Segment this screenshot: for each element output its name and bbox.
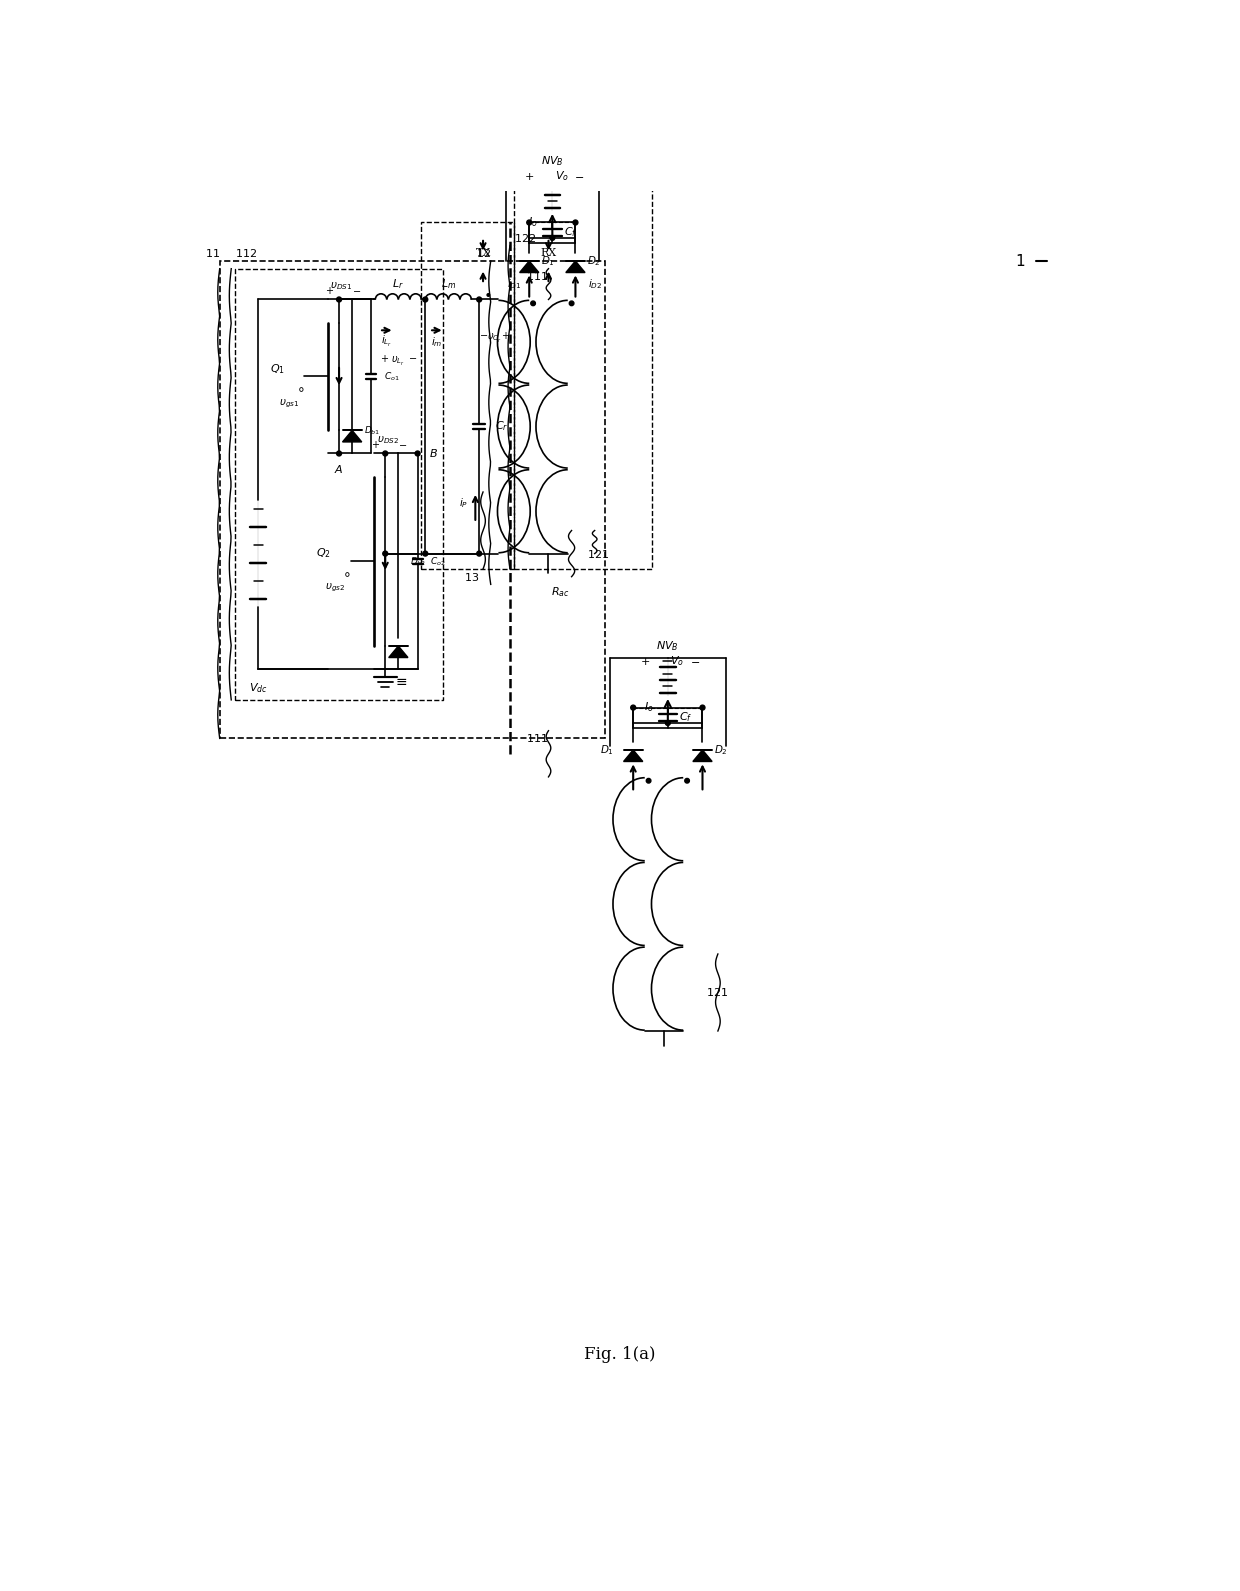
Circle shape [666, 721, 671, 725]
Circle shape [476, 298, 481, 302]
Circle shape [631, 705, 636, 710]
Bar [422, 223, 513, 570]
Circle shape [646, 778, 651, 783]
Text: $\circ$: $\circ$ [296, 380, 305, 395]
Text: $B$: $B$ [429, 447, 438, 460]
Text: $L_r$: $L_r$ [392, 277, 404, 291]
Text: $A$: $A$ [335, 463, 343, 474]
Text: $i_{D2}$: $i_{D2}$ [588, 277, 601, 291]
Text: $\upsilon_{gs2}$: $\upsilon_{gs2}$ [325, 582, 345, 595]
Circle shape [383, 550, 388, 555]
Bar [219, 261, 605, 738]
Text: $I_o$: $I_o$ [644, 700, 653, 714]
Text: $V_o$: $V_o$ [670, 654, 684, 668]
Text: $\equiv$: $\equiv$ [393, 673, 408, 687]
Circle shape [569, 301, 574, 305]
Bar [236, 269, 443, 700]
Polygon shape [388, 646, 408, 657]
Text: $-$: $-$ [398, 439, 408, 449]
Text: $\circ$: $\circ$ [342, 566, 351, 579]
Text: $-$: $-$ [689, 657, 699, 667]
Text: $\upsilon_{DS2}$: $\upsilon_{DS2}$ [377, 434, 398, 445]
Text: $121$: $121$ [587, 547, 609, 560]
Text: $+$: $+$ [372, 439, 381, 450]
Text: $-$: $-$ [352, 286, 361, 294]
Text: TX: TX [475, 248, 491, 258]
Text: $D_1$: $D_1$ [600, 743, 614, 757]
Polygon shape [624, 749, 642, 762]
Text: $D_1$: $D_1$ [541, 255, 554, 267]
Text: $122$: $122$ [513, 232, 536, 243]
Circle shape [423, 550, 428, 555]
Text: $V_o$: $V_o$ [554, 169, 569, 183]
Text: $D_{b2}$: $D_{b2}$ [410, 555, 427, 568]
Text: $D_2$: $D_2$ [714, 743, 728, 757]
Circle shape [423, 298, 428, 302]
Text: $121$: $121$ [707, 986, 728, 999]
Text: $C_{o1}$: $C_{o1}$ [383, 371, 399, 383]
Text: $+\ \upsilon_{L_r}\ -$: $+\ \upsilon_{L_r}\ -$ [379, 355, 417, 368]
Polygon shape [342, 431, 362, 442]
Circle shape [476, 550, 481, 555]
Text: $+$: $+$ [325, 285, 335, 296]
Text: $D_2$: $D_2$ [587, 255, 601, 267]
Circle shape [531, 301, 536, 305]
Text: $12$: $12$ [476, 247, 491, 259]
Text: $11$: $11$ [205, 247, 219, 259]
Polygon shape [520, 261, 539, 272]
Text: $112$: $112$ [236, 247, 257, 259]
Text: $I_o$: $I_o$ [528, 216, 538, 229]
Text: RX: RX [541, 248, 557, 258]
Text: $+$: $+$ [525, 170, 534, 181]
Text: $\upsilon_{DS1}$: $\upsilon_{DS1}$ [330, 280, 352, 291]
Circle shape [684, 778, 689, 783]
Text: $R_{ac}$: $R_{ac}$ [551, 585, 569, 598]
Circle shape [336, 298, 341, 302]
Text: $Q_2$: $Q_2$ [316, 547, 331, 560]
Circle shape [573, 220, 578, 224]
Text: $+$: $+$ [640, 655, 650, 667]
Text: $C_{o2}$: $C_{o2}$ [430, 555, 445, 568]
Text: $NV_B$: $NV_B$ [541, 154, 564, 167]
Text: $111$: $111$ [526, 732, 548, 745]
Text: $D_{b1}$: $D_{b1}$ [363, 425, 381, 436]
Text: $i_P$: $i_P$ [459, 496, 469, 511]
Text: $C_f$: $C_f$ [680, 710, 693, 724]
Text: $i_m$: $i_m$ [432, 336, 443, 348]
Text: $L_m$: $L_m$ [440, 277, 456, 291]
Circle shape [383, 450, 388, 457]
Text: $i_{D1}$: $i_{D1}$ [507, 277, 521, 291]
Text: $i_{L_r}$: $i_{L_r}$ [381, 334, 392, 350]
Bar [513, 145, 652, 570]
Circle shape [549, 235, 554, 240]
Text: $Q_1$: $Q_1$ [270, 361, 285, 375]
Circle shape [527, 220, 532, 224]
Text: $V_{dc}$: $V_{dc}$ [249, 681, 268, 695]
Circle shape [336, 450, 341, 457]
Text: $-$: $-$ [574, 172, 584, 181]
Text: Fig. 1(a): Fig. 1(a) [584, 1346, 656, 1363]
Text: $-\upsilon_{C_r}+$: $-\upsilon_{C_r}+$ [479, 331, 511, 345]
Text: $\upsilon_{gs1}$: $\upsilon_{gs1}$ [279, 398, 299, 409]
Polygon shape [565, 261, 585, 272]
Circle shape [415, 450, 420, 457]
Text: $C_f$: $C_f$ [564, 224, 578, 239]
Text: $1$: $1$ [1016, 253, 1025, 269]
Text: $13$: $13$ [464, 571, 479, 582]
Circle shape [701, 705, 706, 710]
Text: $111$: $111$ [526, 270, 548, 282]
Polygon shape [693, 749, 712, 762]
Text: $NV_B$: $NV_B$ [656, 640, 680, 652]
Text: $C_r$: $C_r$ [495, 420, 508, 433]
Text: $\bullet$: $\bullet$ [482, 286, 491, 301]
